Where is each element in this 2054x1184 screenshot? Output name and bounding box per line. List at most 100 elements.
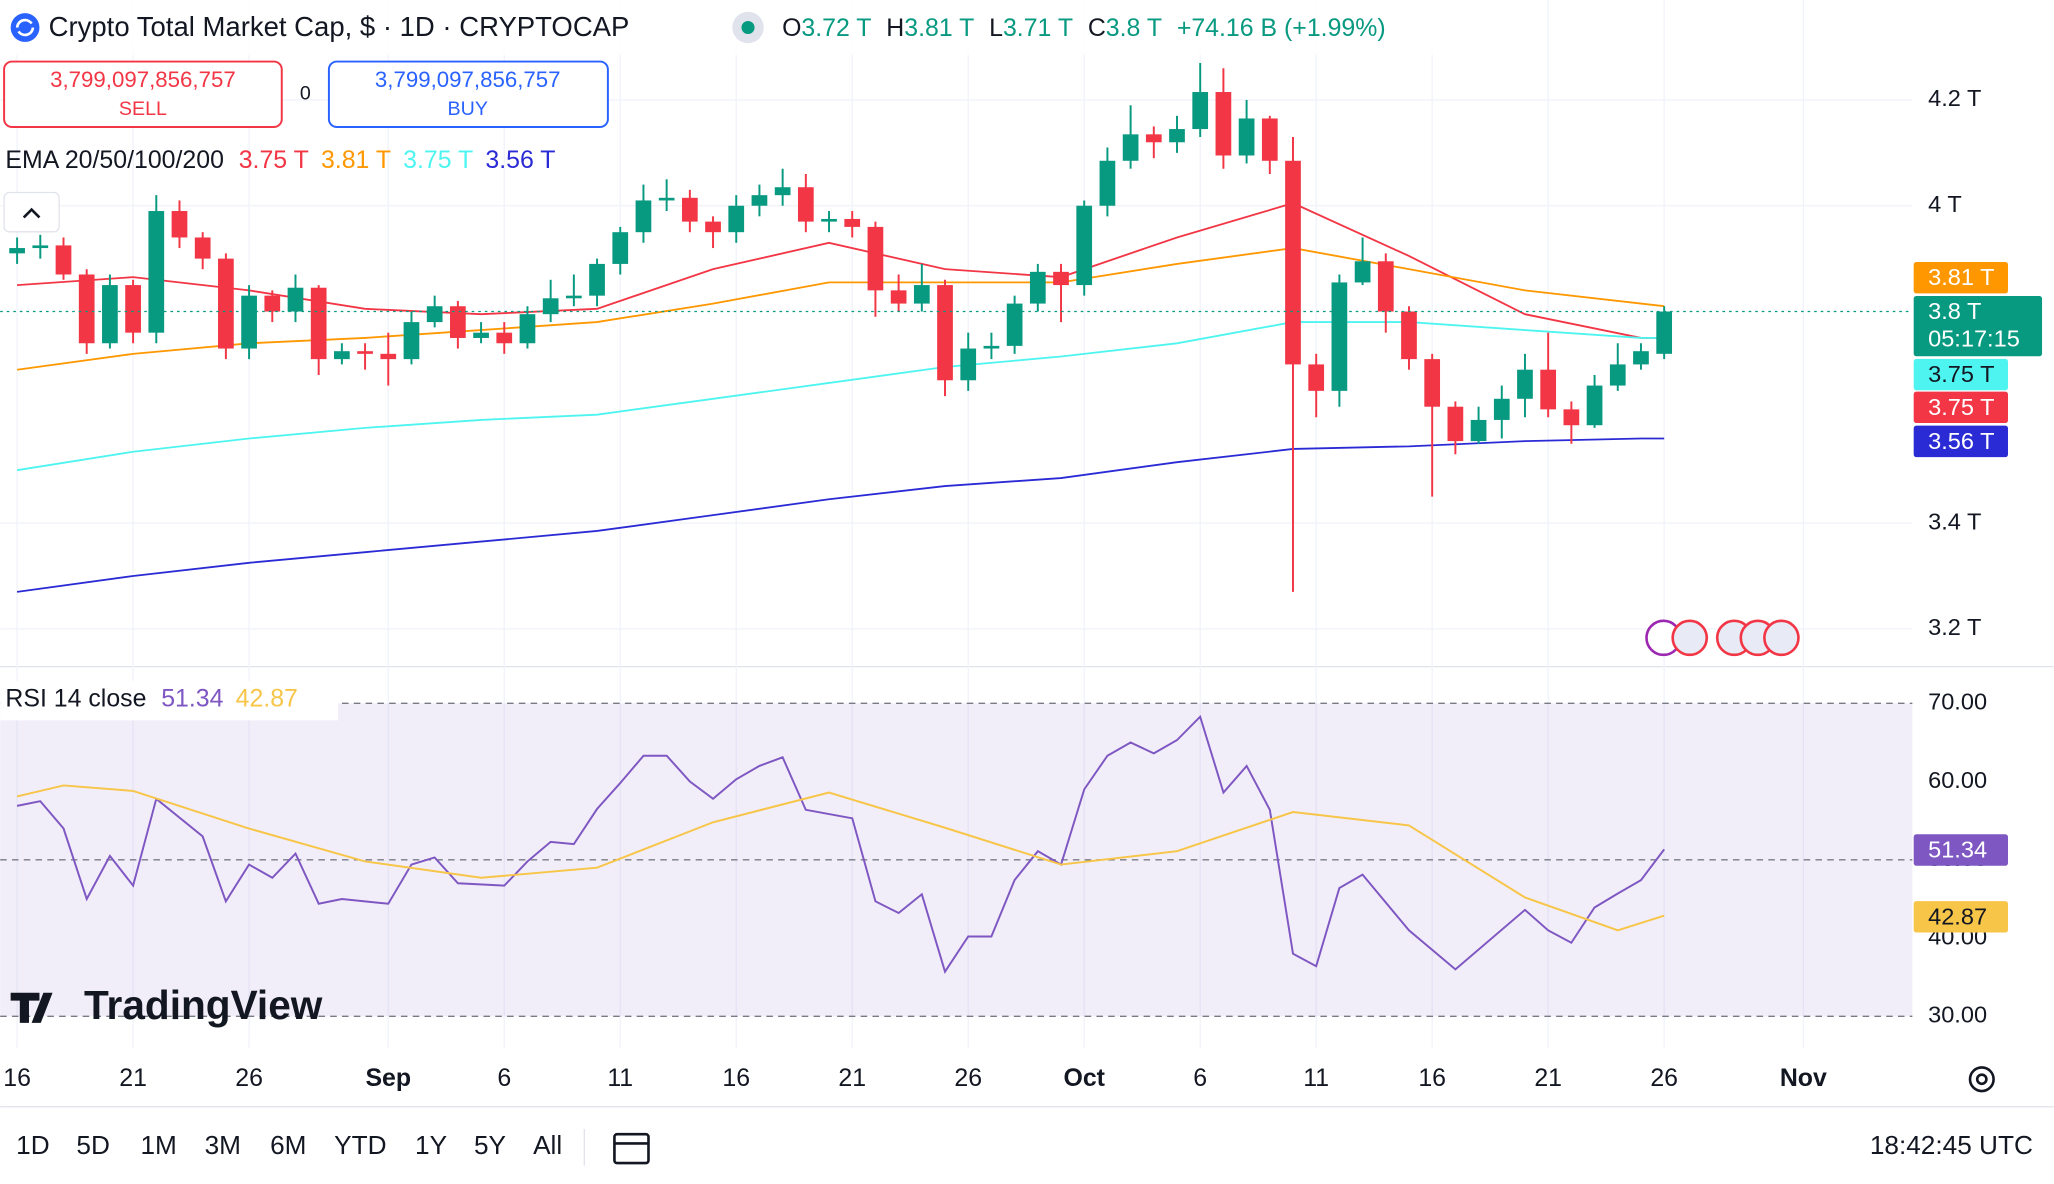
candle-body [1099, 160, 1116, 206]
ema-line [17, 202, 1665, 339]
logo-glyph [15, 18, 35, 37]
candle-body [565, 295, 582, 299]
timeframe-button[interactable]: 1D [16, 1130, 49, 1160]
candle-body [1517, 369, 1533, 399]
candle-body [1609, 364, 1626, 386]
rsi-badge-label: 42.87 [1928, 903, 1987, 929]
change: +74.16 B (+1.99%) [1177, 13, 1386, 41]
y-tick-label: 30.00 [1928, 1002, 1987, 1028]
date-range-button[interactable] [613, 1132, 650, 1165]
event-icons[interactable] [1645, 619, 1800, 657]
timeframe-button[interactable]: All [533, 1130, 562, 1160]
rsi-line [16, 784, 1665, 932]
price-badge [1913, 261, 2008, 294]
candle-body [1447, 406, 1464, 442]
price-badge-label: 3.75 T [1928, 394, 1994, 420]
x-tick-label: 6 [1193, 1064, 1207, 1092]
gear[interactable] [1968, 1066, 1995, 1093]
timeframe-button[interactable]: 1Y [415, 1130, 447, 1160]
settings-button[interactable] [1968, 1066, 1995, 1093]
candle-body [218, 258, 234, 349]
tv-watermark: TradingView [84, 982, 323, 1028]
timeframe-button[interactable]: 5D [76, 1130, 109, 1160]
candle-body [844, 218, 861, 227]
candle-body [960, 348, 977, 381]
buy-price[interactable]: 3,799,097,856,757 [375, 67, 561, 92]
timeframe-button[interactable]: YTD [334, 1130, 386, 1160]
rsi-badge [1913, 901, 2008, 933]
buy-button[interactable]: 3,799,097,856,757 BUY [327, 60, 609, 129]
x-tick-label: 21 [838, 1064, 866, 1092]
calendar-icon[interactable] [613, 1132, 650, 1165]
price-badge [1913, 391, 2008, 424]
x-tick-label: 11 [1303, 1064, 1329, 1092]
header-bg [0, 0, 1441, 56]
candle-body [1401, 311, 1417, 360]
ema-line [16, 321, 1665, 472]
last-price: 3.8 T [1928, 298, 1981, 324]
ohlc-key: H [886, 13, 904, 41]
candle-body [1238, 118, 1255, 156]
ema-line [16, 437, 1665, 593]
rsi-legend-bg [0, 681, 339, 721]
rsi-value: 42.87 [236, 684, 298, 712]
buy-label[interactable]: BUY [448, 98, 488, 120]
candle-body [542, 298, 559, 315]
candle-body [78, 274, 95, 344]
candle-body [450, 306, 466, 338]
candle-body [32, 245, 49, 249]
candle-body [241, 295, 257, 349]
spread: 0 [300, 82, 311, 104]
timeframe-button[interactable]: 3M [205, 1130, 241, 1160]
candle-body [1192, 92, 1209, 130]
candle-body [1354, 261, 1371, 283]
candle-body [589, 263, 605, 296]
candle-body [264, 295, 281, 312]
price-badge-label: 3.56 T [1928, 428, 1994, 454]
rsi-legend: RSI 14 close 51.34 42.87 [5, 684, 297, 712]
candle-body [310, 287, 327, 360]
ohlc-value: 3.81 T [904, 13, 974, 41]
candle-body [1122, 134, 1139, 161]
timeframe-button[interactable]: 5Y [474, 1130, 506, 1160]
candle-body [774, 187, 791, 196]
chevron[interactable] [22, 207, 41, 219]
candle-body [102, 285, 118, 344]
candle-body [1656, 311, 1673, 354]
candle-body [287, 287, 304, 312]
sell-price[interactable]: 3,799,097,856,757 [50, 67, 236, 92]
buy-box[interactable] [327, 60, 609, 129]
event-icon[interactable] [1763, 619, 1800, 657]
candle-body [1586, 385, 1603, 426]
price-badge [1913, 425, 2008, 458]
ema-value: 3.75 T [403, 146, 473, 174]
candle-body [937, 285, 953, 381]
price-badge [1913, 358, 2008, 391]
candle-body [890, 290, 907, 304]
candle-body [1169, 129, 1185, 143]
countdown: 05:17:15 [1928, 326, 2020, 352]
rsi-badge-label: 51.34 [1928, 837, 1987, 863]
candle-body [821, 218, 837, 222]
gear-core[interactable] [1975, 1073, 1988, 1086]
collapse-box[interactable] [3, 191, 60, 233]
candle-body [171, 211, 188, 238]
collapse-button[interactable] [3, 191, 60, 233]
plot-area [0, 0, 2054, 1048]
sell-button[interactable]: 3,799,097,856,757 SELL [3, 60, 283, 129]
ema-line [16, 247, 1665, 371]
candle-body [1215, 92, 1232, 156]
candle-body [1308, 364, 1325, 391]
sell-box[interactable] [3, 60, 283, 129]
candle-body [867, 226, 884, 291]
tv-logo-mark [10, 992, 53, 1023]
x-tick-label: 26 [1650, 1064, 1678, 1092]
candle-body [1331, 282, 1348, 391]
symbol-logo [10, 13, 40, 42]
timeframe-button[interactable]: 1M [140, 1130, 176, 1160]
sell-label[interactable]: SELL [119, 98, 167, 120]
event-icon[interactable] [1671, 619, 1709, 657]
candle-body [519, 314, 536, 344]
timeframe-button[interactable]: 6M [270, 1130, 306, 1160]
y-tick-label: 60.00 [1928, 767, 1987, 793]
